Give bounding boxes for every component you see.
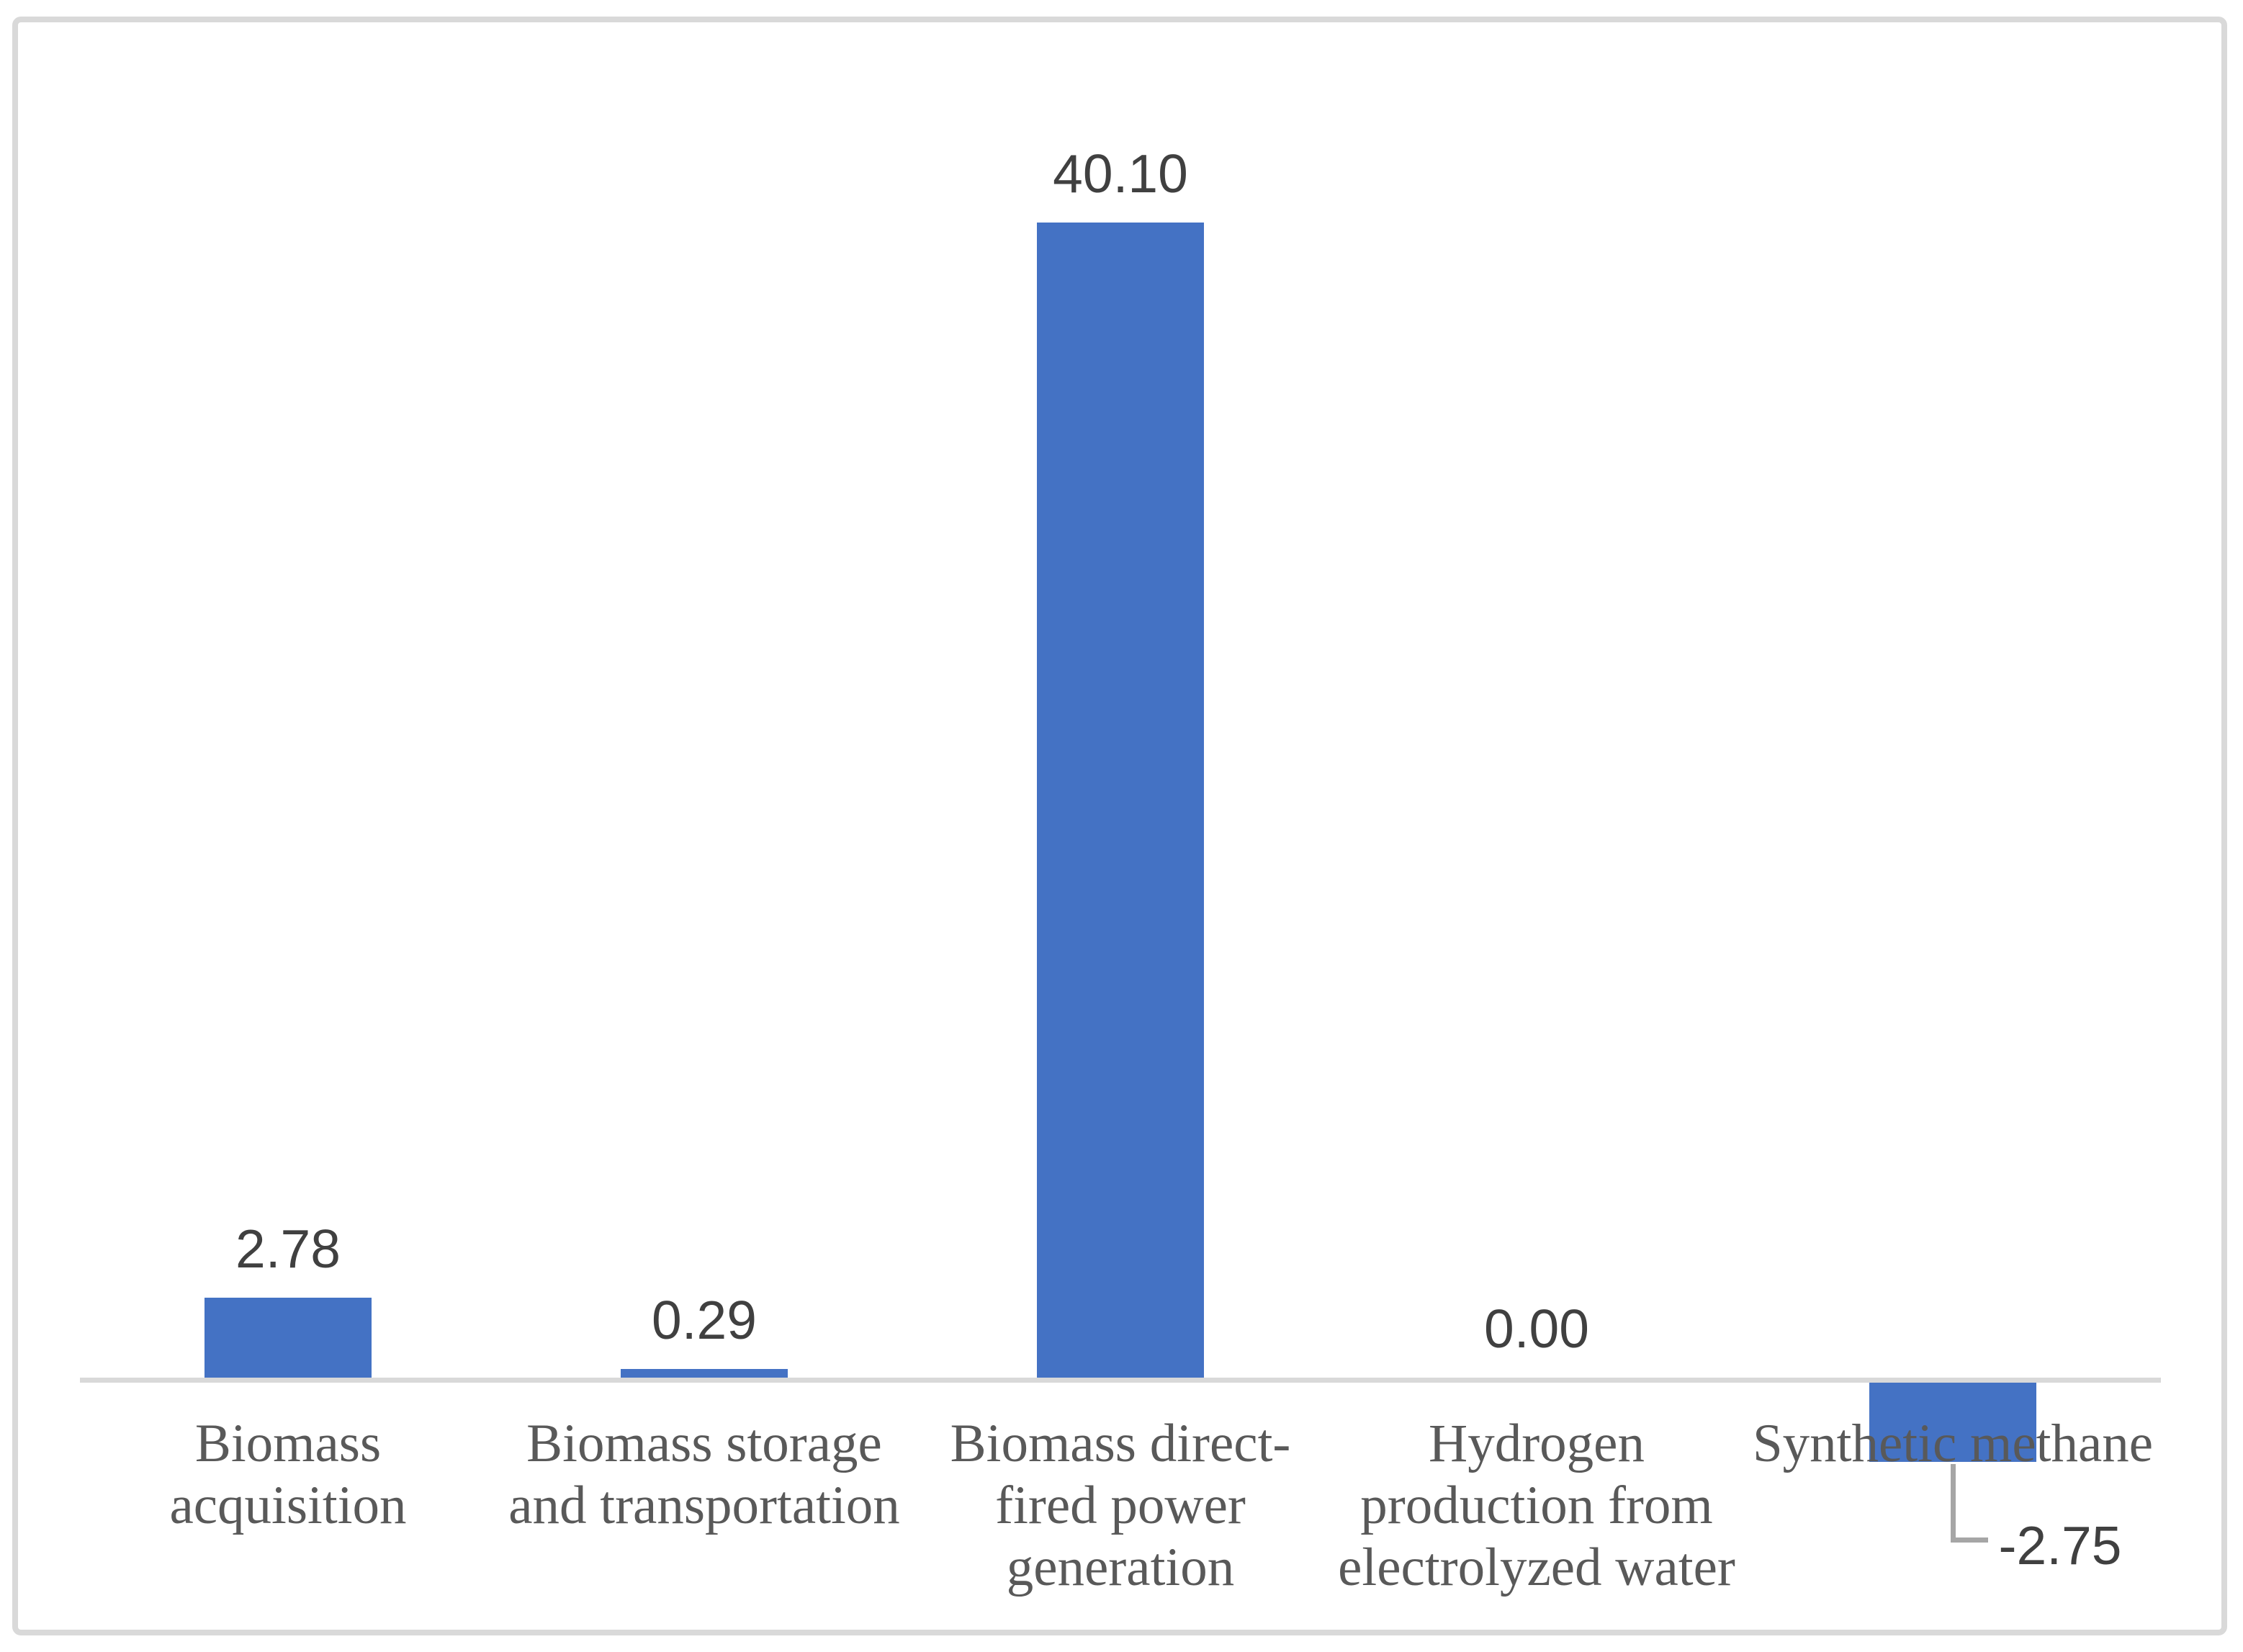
category-label-synthetic-methane: Synthetic methane [1730, 1413, 2176, 1475]
category-label-line: production from [1360, 1476, 1713, 1535]
category-label-line: generation [1006, 1537, 1235, 1597]
leader-line-vertical [1951, 1464, 1956, 1543]
category-label-line: Biomass direct- [950, 1414, 1291, 1473]
category-label-hydrogen-production-from-electrolyzed-water: Hydrogen production from electrolyzed wate… [1313, 1413, 1760, 1599]
category-label-line: Biomass [194, 1414, 382, 1473]
x-axis-line [80, 1378, 2161, 1383]
value-label-synthetic-methane: -2.75 [1998, 1515, 2122, 1576]
category-label-line: Biomass storage [526, 1414, 882, 1473]
bar-synthetic-methane [1869, 1383, 2036, 1462]
value-label-biomass-acquisition: 2.78 [235, 1218, 341, 1279]
leader-line-horizontal [1951, 1537, 1988, 1543]
category-label-line: and transportation [508, 1476, 900, 1535]
category-label-biomass-acquisition: Biomass acquisition [65, 1413, 511, 1537]
value-label-hydrogen-production-from-electrolyzed-water: 0.00 [1484, 1298, 1589, 1359]
bar-biomass-storage-and-transportation [621, 1369, 788, 1378]
category-label-biomass-direct-fired-power-generation: Biomass direct-fired power generation [897, 1413, 1344, 1599]
category-label-biomass-storage-and-transportation: Biomass storage and transportation [481, 1413, 927, 1537]
category-label-line: electrolyzed water [1338, 1537, 1735, 1597]
category-label-line: acquisition [169, 1476, 407, 1535]
bar-biomass-direct-fired-power-generation [1037, 223, 1204, 1378]
category-label-line: Hydrogen [1429, 1414, 1645, 1473]
category-label-line: Synthetic methane [1752, 1414, 2154, 1473]
value-label-biomass-storage-and-transportation: 0.29 [652, 1290, 757, 1350]
category-label-line: fired power [995, 1476, 1246, 1535]
bar-biomass-acquisition [204, 1298, 372, 1378]
value-label-biomass-direct-fired-power-generation: 40.10 [1053, 143, 1188, 204]
